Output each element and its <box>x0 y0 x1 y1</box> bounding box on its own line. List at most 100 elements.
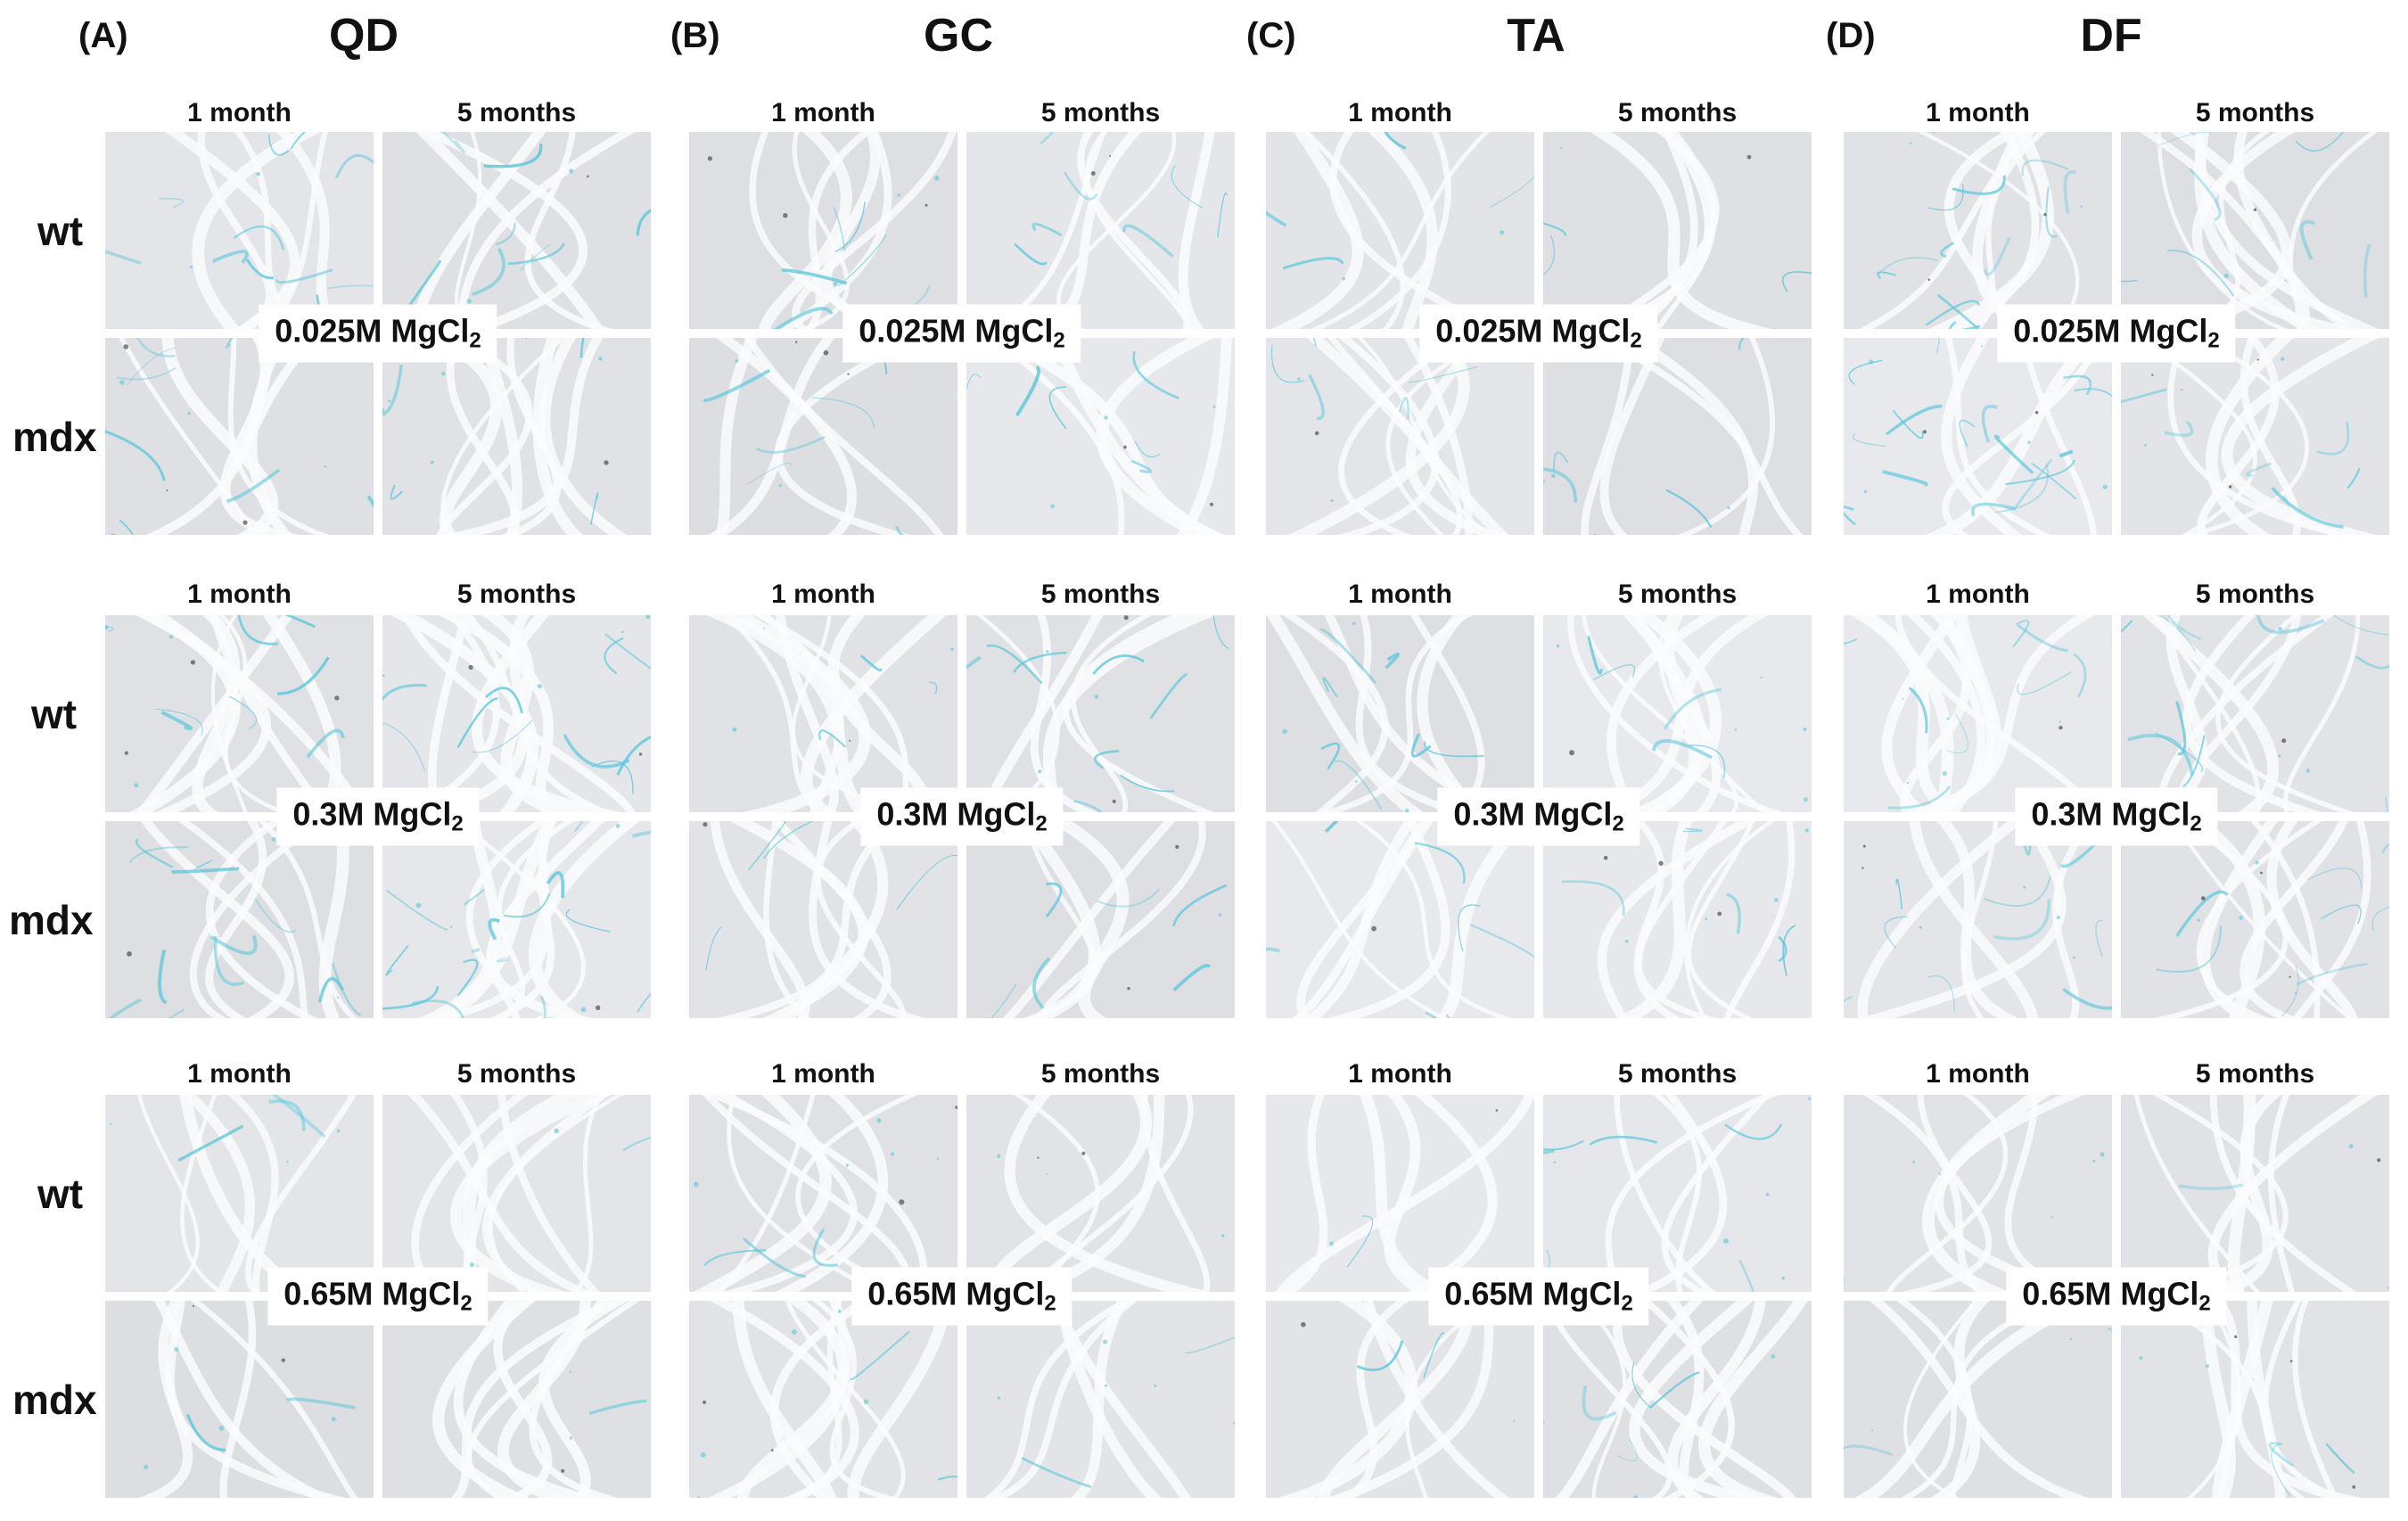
concentration-subscript: 2 <box>2190 811 2202 836</box>
micrograph <box>1844 132 2112 329</box>
concentration-subscript: 2 <box>1630 328 1642 353</box>
micrograph <box>689 615 957 812</box>
micrograph <box>1266 338 1534 535</box>
micrograph <box>1543 338 1812 535</box>
micrograph <box>382 132 651 329</box>
micrograph <box>689 338 957 535</box>
micrograph <box>1266 821 1534 1018</box>
micrograph <box>105 1095 374 1292</box>
concentration-value: 0.025M MgCl <box>1435 312 1631 349</box>
micrograph <box>382 1095 651 1292</box>
concentration-label: 0.3M MgCl2 <box>1437 787 1640 846</box>
micrograph <box>966 1095 1235 1292</box>
micrograph <box>2121 132 2389 329</box>
micrograph <box>689 821 957 1018</box>
micrograph <box>966 821 1235 1018</box>
micrograph <box>689 132 957 329</box>
micrograph <box>1266 1301 1534 1498</box>
panel-label: (A) <box>78 16 128 55</box>
micrograph <box>382 1301 651 1498</box>
age-label: 5 months <box>1040 98 1161 127</box>
age-label: 1 month <box>187 580 292 609</box>
muscle-title: GC <box>924 10 993 62</box>
micrograph <box>1543 1095 1812 1292</box>
panel-label: (D) <box>1826 16 1876 55</box>
muscle-title: DF <box>2080 10 2142 62</box>
micrograph <box>966 1301 1235 1498</box>
concentration-value: 0.65M MgCl <box>867 1275 1045 1312</box>
micrograph <box>689 1095 957 1292</box>
genotype-label: mdx <box>12 1376 97 1423</box>
age-label: 5 months <box>2195 1059 2315 1089</box>
micrograph <box>689 1301 957 1498</box>
micrograph <box>105 615 374 812</box>
micrograph <box>2121 1095 2389 1292</box>
genotype-label: mdx <box>9 896 94 943</box>
micrograph <box>1844 338 2112 535</box>
micrograph <box>1543 132 1812 329</box>
panel-label: (B) <box>670 16 720 55</box>
muscle-title: TA <box>1507 10 1566 62</box>
age-label: 5 months <box>456 1059 577 1089</box>
micrograph <box>966 615 1235 812</box>
age-label: 1 month <box>1348 580 1452 609</box>
micrograph <box>966 338 1235 535</box>
concentration-subscript: 2 <box>460 1291 473 1316</box>
age-label: 1 month <box>1348 98 1452 127</box>
concentration-value: 0.3M MgCl <box>2031 795 2190 833</box>
concentration-label: 0.65M MgCl2 <box>267 1267 489 1326</box>
muscle-title: QD <box>329 10 399 62</box>
micrograph <box>382 615 651 812</box>
concentration-subscript: 2 <box>1044 1291 1056 1316</box>
micrograph <box>1844 821 2112 1018</box>
concentration-value: 0.025M MgCl <box>2013 312 2208 349</box>
micrograph <box>1266 1095 1534 1292</box>
age-label: 1 month <box>771 98 875 127</box>
genotype-label: wt <box>37 207 84 254</box>
concentration-value: 0.3M MgCl <box>1453 795 1613 833</box>
concentration-value: 0.3M MgCl <box>876 795 1036 833</box>
concentration-label: 0.65M MgCl2 <box>1428 1267 1649 1326</box>
age-label: 5 months <box>1040 580 1161 609</box>
concentration-subscript: 2 <box>469 328 481 353</box>
micrograph <box>382 338 651 535</box>
concentration-label: 0.3M MgCl2 <box>2015 787 2218 846</box>
micrograph <box>966 132 1235 329</box>
concentration-value: 0.65M MgCl <box>2022 1275 2199 1312</box>
micrograph <box>2121 615 2389 812</box>
genotype-label: mdx <box>12 413 97 460</box>
concentration-label: 0.025M MgCl2 <box>1419 304 1658 363</box>
concentration-subscript: 2 <box>1053 328 1065 353</box>
age-label: 5 months <box>1617 1059 1738 1089</box>
concentration-label: 0.025M MgCl2 <box>842 304 1081 363</box>
micrograph <box>2121 821 2389 1018</box>
age-label: 5 months <box>456 580 577 609</box>
genotype-label: wt <box>31 690 78 737</box>
age-label: 1 month <box>771 580 875 609</box>
concentration-subscript: 2 <box>1621 1291 1633 1316</box>
panel-label: (C) <box>1246 16 1296 55</box>
age-label: 5 months <box>1040 1059 1161 1089</box>
concentration-value: 0.65M MgCl <box>284 1275 461 1312</box>
age-label: 5 months <box>456 98 577 127</box>
concentration-value: 0.025M MgCl <box>859 312 1054 349</box>
micrograph <box>105 821 374 1018</box>
micrograph <box>1266 132 1534 329</box>
concentration-value: 0.65M MgCl <box>1444 1275 1622 1312</box>
age-label: 1 month <box>187 98 292 127</box>
age-label: 1 month <box>1348 1059 1452 1089</box>
age-label: 1 month <box>187 1059 292 1089</box>
micrograph <box>1844 1301 2112 1498</box>
micrograph <box>1543 821 1812 1018</box>
concentration-label: 0.025M MgCl2 <box>1997 304 2236 363</box>
micrograph <box>2121 338 2389 535</box>
age-label: 1 month <box>1926 580 2030 609</box>
concentration-subscript: 2 <box>1612 811 1624 836</box>
concentration-subscript: 2 <box>2198 1291 2211 1316</box>
micrograph <box>1543 615 1812 812</box>
micrograph <box>1844 615 2112 812</box>
concentration-value: 0.025M MgCl <box>275 312 470 349</box>
concentration-label: 0.65M MgCl2 <box>851 1267 1073 1326</box>
micrograph <box>1266 615 1534 812</box>
